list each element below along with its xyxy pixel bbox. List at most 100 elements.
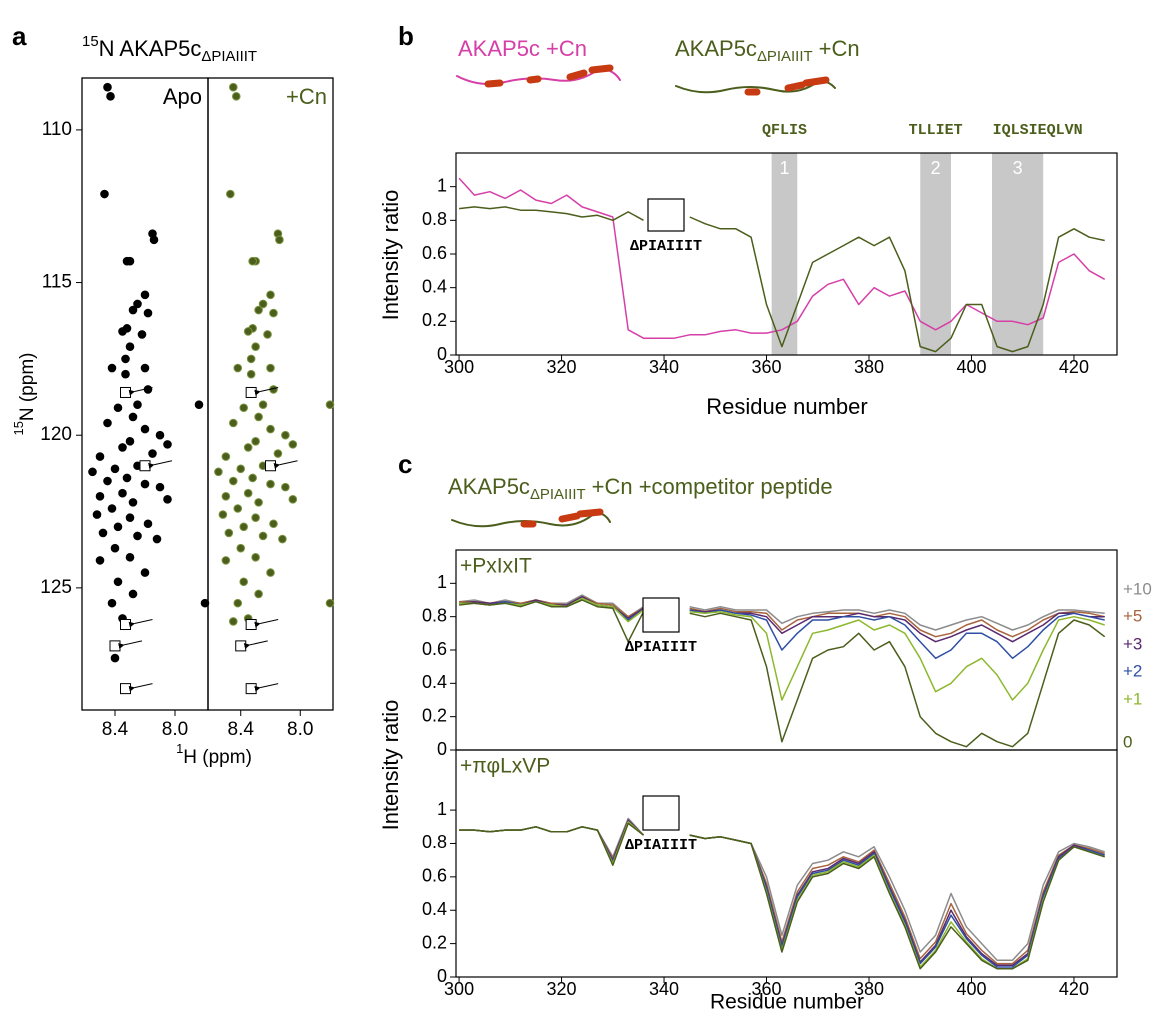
panel-title-part: N AKAP5c <box>99 36 202 61</box>
peak <box>98 528 108 538</box>
peak <box>224 528 234 538</box>
peak <box>231 92 241 101</box>
peak <box>228 82 238 92</box>
x-axis-label: Residue number <box>706 394 867 419</box>
peak <box>137 330 147 339</box>
panel-header-part: AKAP5c <box>448 474 530 499</box>
peak <box>110 464 120 474</box>
peak <box>233 598 243 608</box>
arrow <box>128 619 153 628</box>
panel-title-part: 15 <box>82 33 99 50</box>
y-tick-label: 125 <box>40 577 72 598</box>
y-tick-label: 0.4 <box>422 276 447 296</box>
peak <box>125 553 135 562</box>
legend-label-part: +Cn <box>819 36 860 61</box>
peak <box>248 473 257 483</box>
peak <box>243 443 253 452</box>
peak <box>107 363 117 373</box>
peak <box>239 403 249 413</box>
peak <box>149 235 159 245</box>
peak <box>266 568 275 577</box>
arrow <box>254 683 279 692</box>
peak <box>140 568 150 577</box>
peak <box>140 424 150 434</box>
deletion-label: ΔPIAIIIT <box>625 837 697 854</box>
peak <box>273 449 283 458</box>
panel-label: a <box>12 21 27 51</box>
arrow <box>148 460 173 469</box>
panel-title: +PxIxIT <box>460 555 532 578</box>
peak <box>113 403 123 413</box>
y-tick-label: 120 <box>40 424 72 445</box>
panel-title: +πφLxVP <box>460 755 550 778</box>
legend-label: 0 <box>1123 732 1132 751</box>
peak <box>163 495 172 504</box>
missing-peak <box>120 386 131 398</box>
legend-label: +1 <box>1123 689 1142 708</box>
peak <box>281 482 290 492</box>
x-tick-label: 380 <box>854 979 884 999</box>
series-line <box>459 206 1105 353</box>
peak <box>251 342 260 351</box>
y-tick-label: 0.6 <box>422 639 447 659</box>
peak <box>133 299 142 309</box>
peak <box>140 363 150 373</box>
panel-label: c <box>398 449 412 479</box>
arrow <box>273 460 298 469</box>
legend-label: +5 <box>1123 606 1142 625</box>
deletion-box <box>642 597 680 633</box>
y-tick-label: 0.6 <box>422 866 447 886</box>
x-tick-label: 8.0 <box>287 719 313 740</box>
peak <box>110 653 120 663</box>
motif-label: IQLSIEQLVN <box>993 122 1083 139</box>
peak <box>251 437 260 446</box>
peak <box>228 617 238 626</box>
y-tick-label: 0 <box>437 966 447 986</box>
y-axis-label-part: N (ppm) <box>17 353 38 422</box>
y-tick-label: 0.2 <box>422 310 447 330</box>
x-tick-label: 300 <box>444 979 474 999</box>
series-line <box>459 822 1105 970</box>
x-tick-label: 360 <box>751 979 781 999</box>
x-axis-label: 1H (ppm) <box>176 741 252 768</box>
x-tick-label: 320 <box>547 357 577 377</box>
peak <box>128 305 138 315</box>
peak <box>163 440 172 449</box>
region-number: 3 <box>1013 158 1023 178</box>
x-tick-label: 400 <box>956 357 986 377</box>
peak <box>140 479 150 489</box>
x-tick-label: 360 <box>751 357 781 377</box>
x-tick-label: 420 <box>1059 357 1089 377</box>
peak <box>140 290 150 300</box>
deletion-label: ΔPIAIIIT <box>630 238 702 255</box>
y-tick-label: 0 <box>437 739 447 759</box>
y-tick-label: 0 <box>437 344 447 364</box>
peak <box>107 504 117 513</box>
peak <box>118 443 127 452</box>
legend-label: AKAP5cΔPIAIIIT +Cn <box>675 36 860 65</box>
plot-frame <box>207 77 334 711</box>
series-line <box>459 594 1105 631</box>
peak <box>155 482 165 492</box>
x-axis-label: Residue number <box>710 991 864 1014</box>
peak <box>254 305 263 315</box>
y-axis-label: Intensity ratio <box>378 700 403 831</box>
legend-label-part: AKAP5c <box>675 36 757 61</box>
condition-label: Apo <box>163 84 202 109</box>
peak <box>228 476 238 486</box>
panel-label: b <box>398 21 414 51</box>
peak <box>251 553 260 562</box>
peak <box>95 556 105 565</box>
peak <box>95 452 105 461</box>
arrow <box>128 683 153 692</box>
deletion-label: ΔPIAIIIT <box>625 639 697 656</box>
series-line <box>458 177 1106 339</box>
peak <box>233 504 243 513</box>
peak <box>128 498 138 507</box>
peak <box>100 189 109 199</box>
legend-label: +2 <box>1123 661 1142 680</box>
peak <box>121 369 130 379</box>
peak <box>118 488 127 498</box>
peak <box>254 412 263 422</box>
